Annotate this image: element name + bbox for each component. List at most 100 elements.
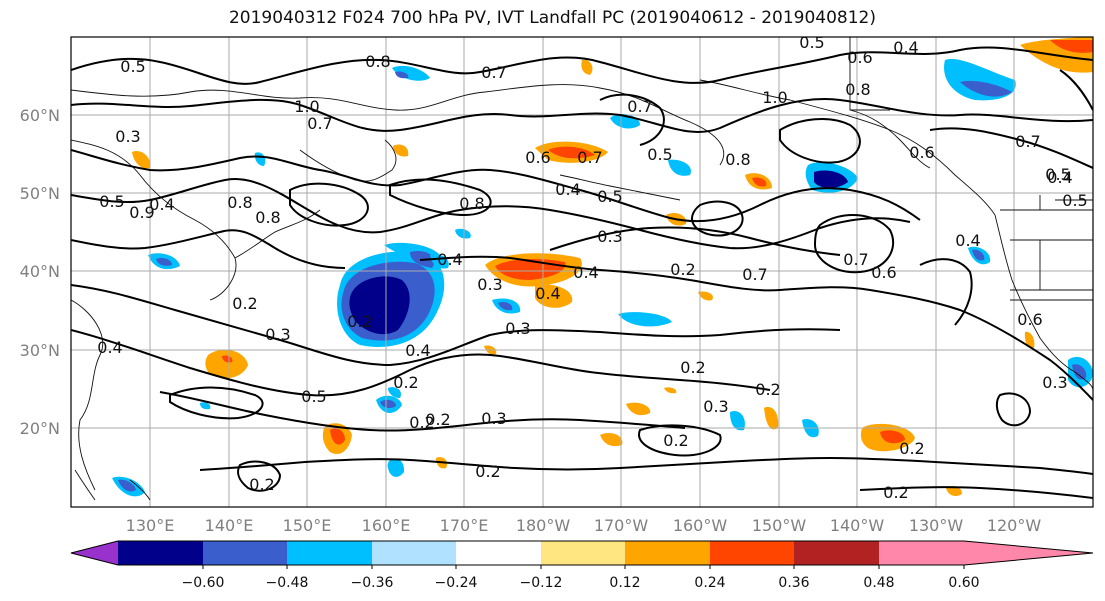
contour-label: 0.8 [365, 52, 390, 71]
contour-label: 0.2 [680, 358, 705, 377]
colorbar-segment [710, 541, 794, 565]
contour-label: 0.6 [1017, 310, 1042, 329]
contour-label: 0.8 [725, 150, 750, 169]
contour-label: 0.5 [647, 145, 672, 164]
colorbar-tick-label: 0.36 [778, 575, 809, 591]
colorbar-extend-low [71, 541, 118, 565]
contour-label: 0.5 [1045, 165, 1070, 184]
contour-label: 0.4 [955, 231, 980, 250]
longitude-label: 150°W [752, 516, 807, 535]
colorbar-segment [879, 541, 964, 565]
colorbar-segment [456, 541, 541, 565]
contour-label: 0.4 [893, 38, 918, 57]
contour-label: 0.2 [755, 380, 780, 399]
colorbar-extend-high [964, 541, 1093, 565]
longitude-label: 130°W [909, 516, 964, 535]
contour-label: 0.2 [393, 373, 418, 392]
colorbar: −0.60 −0.48 −0.36 −0.24 −0.12 0.12 0.24 … [70, 540, 1094, 591]
contour-label: 0.4 [555, 180, 580, 199]
map-frame [70, 36, 1094, 508]
colorbar-tick-label: −0.48 [266, 575, 309, 591]
colorbar-segment [203, 541, 287, 565]
longitude-label: 160°W [673, 516, 728, 535]
contour-label: 0.3 [481, 409, 506, 428]
longitude-axis: 130°E 140°E 150°E 160°E 170°E 180°W 170°… [126, 516, 1042, 535]
colorbar-tick-label: −0.36 [351, 575, 394, 591]
contour-label: 0.7 [307, 114, 332, 133]
contour-label: 0.5 [301, 387, 326, 406]
latitude-label: 60°N [20, 106, 60, 125]
contour-label: 1.0 [294, 97, 319, 116]
contour-label: 0.3 [115, 127, 140, 146]
colorbar-tick-label: −0.60 [182, 575, 225, 591]
contour-label: 0.2 [670, 260, 695, 279]
coastlines [71, 37, 1093, 501]
shaded-anomalies [112, 37, 1093, 497]
contour-label: 0.4 [405, 341, 430, 360]
latitude-label: 20°N [20, 419, 60, 438]
contour-label: 0.6 [909, 143, 934, 162]
contour-label: 0.5 [1062, 191, 1087, 210]
contour-label: 0.2 [899, 439, 924, 458]
contour-label: 0.4 [149, 195, 174, 214]
contour-label: 0.2 [663, 431, 688, 450]
contour-label: 0.3 [703, 397, 728, 416]
colorbar-tick-label: −0.12 [520, 575, 563, 591]
contour-label: 0.2 [883, 483, 908, 502]
latitude-label: 30°N [20, 341, 60, 360]
colorbar-segment [118, 541, 203, 565]
contour-label: 0.3 [477, 275, 502, 294]
longitude-label: 170°W [594, 516, 649, 535]
pv-contours [71, 46, 1093, 499]
contour-label: 0.3 [1042, 373, 1067, 392]
contour-label: 0.5 [799, 33, 824, 52]
contour-label: 0.7 [843, 250, 868, 269]
map-title: 2019040312 F024 700 hPa PV, IVT Landfall… [228, 8, 876, 28]
contour-label: 0.8 [255, 208, 280, 227]
colorbar-tick-label: 0.48 [863, 575, 894, 591]
contour-label: 0.7 [577, 148, 602, 167]
contour-label: 0.3 [597, 227, 622, 246]
colorbar-segment [625, 541, 710, 565]
colorbar-tick-label: 0.12 [609, 575, 640, 591]
colorbar-tick-label: 0.24 [694, 575, 725, 591]
contour-label: 0.2 [425, 410, 450, 429]
contour-label: 0.8 [227, 193, 252, 212]
contour-label: 0.2 [249, 475, 274, 494]
contour-label: 0.4 [535, 284, 560, 303]
colorbar-tick-label: −0.24 [435, 575, 478, 591]
contour-label: 0.5 [597, 187, 622, 206]
contour-label: 0.3 [505, 319, 530, 338]
longitude-label: 140°E [205, 516, 254, 535]
contour-label: 0.4 [97, 338, 122, 357]
contour-label: 0.8 [459, 194, 484, 213]
contour-label: 0.2 [475, 462, 500, 481]
contour-label: 0.4 [437, 250, 462, 269]
longitude-label: 120°W [987, 516, 1042, 535]
colorbar-segment [287, 541, 372, 565]
contour-label: 0.4 [573, 263, 598, 282]
longitude-label: 140°W [830, 516, 885, 535]
colorbar-segment [794, 541, 879, 565]
contour-label: 0.4 [1047, 168, 1072, 187]
contour-label: 0.5 [99, 192, 124, 211]
longitude-label: 180°W [516, 516, 571, 535]
contour-label: 0.5 [120, 57, 145, 76]
contour-label: 0.6 [871, 263, 896, 282]
contour-label: 0.7 [742, 265, 767, 284]
colorbar-outline [70, 540, 1094, 566]
contour-label: 0.7 [627, 97, 652, 116]
colorbar-segment [541, 541, 625, 565]
contour-label: 1.0 [762, 88, 787, 107]
colorbar-segment [372, 541, 456, 565]
map-plot-area: 0.5 0.8 0.7 0.5 0.6 0.4 1.0 0.7 0.8 0.3 … [71, 33, 1093, 507]
colorbar-tick-label: 0.60 [948, 575, 979, 591]
contour-label: 0.2 [409, 413, 434, 432]
longitude-label: 150°E [283, 516, 332, 535]
longitude-label: 130°E [126, 516, 175, 535]
longitude-label: 170°E [440, 516, 489, 535]
contour-label: 0.3 [265, 325, 290, 344]
contour-label: 0.9 [129, 203, 154, 222]
latitude-label: 50°N [20, 184, 60, 203]
